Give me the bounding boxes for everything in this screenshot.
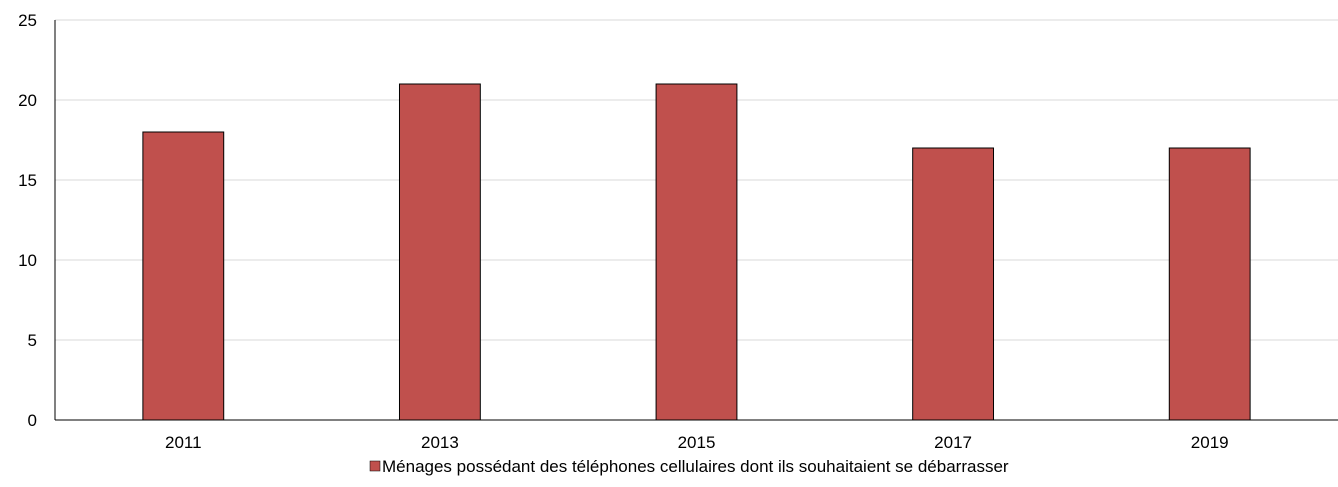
legend-label: Ménages possédant des téléphones cellula… xyxy=(382,457,1009,476)
bar-2013 xyxy=(398,83,481,421)
y-tick-label: 0 xyxy=(28,411,37,430)
y-tick-label: 15 xyxy=(18,171,37,190)
x-tick-label: 2013 xyxy=(421,433,459,452)
y-tick-label: 10 xyxy=(18,251,37,270)
y-tick-label: 25 xyxy=(18,11,37,30)
bar-2015 xyxy=(655,83,738,421)
x-tick-label: 2011 xyxy=(165,433,202,452)
x-tick-label: 2015 xyxy=(678,433,716,452)
bar-2019 xyxy=(1168,147,1251,421)
legend: Ménages possédant des téléphones cellula… xyxy=(369,457,1009,476)
x-axis-ticks: 2011 2013 2015 2017 2019 xyxy=(165,433,1229,452)
bar-2011 xyxy=(142,131,225,421)
bar-2017 xyxy=(912,147,995,421)
legend-swatch xyxy=(369,460,381,472)
x-tick-label: 2019 xyxy=(1191,433,1229,452)
bars xyxy=(142,83,1251,421)
y-tick-label: 20 xyxy=(18,91,37,110)
y-axis-ticks: 0 5 10 15 20 25 xyxy=(18,11,37,430)
y-tick-label: 5 xyxy=(28,331,37,350)
axes xyxy=(54,20,1338,421)
x-tick-label: 2017 xyxy=(934,433,972,452)
